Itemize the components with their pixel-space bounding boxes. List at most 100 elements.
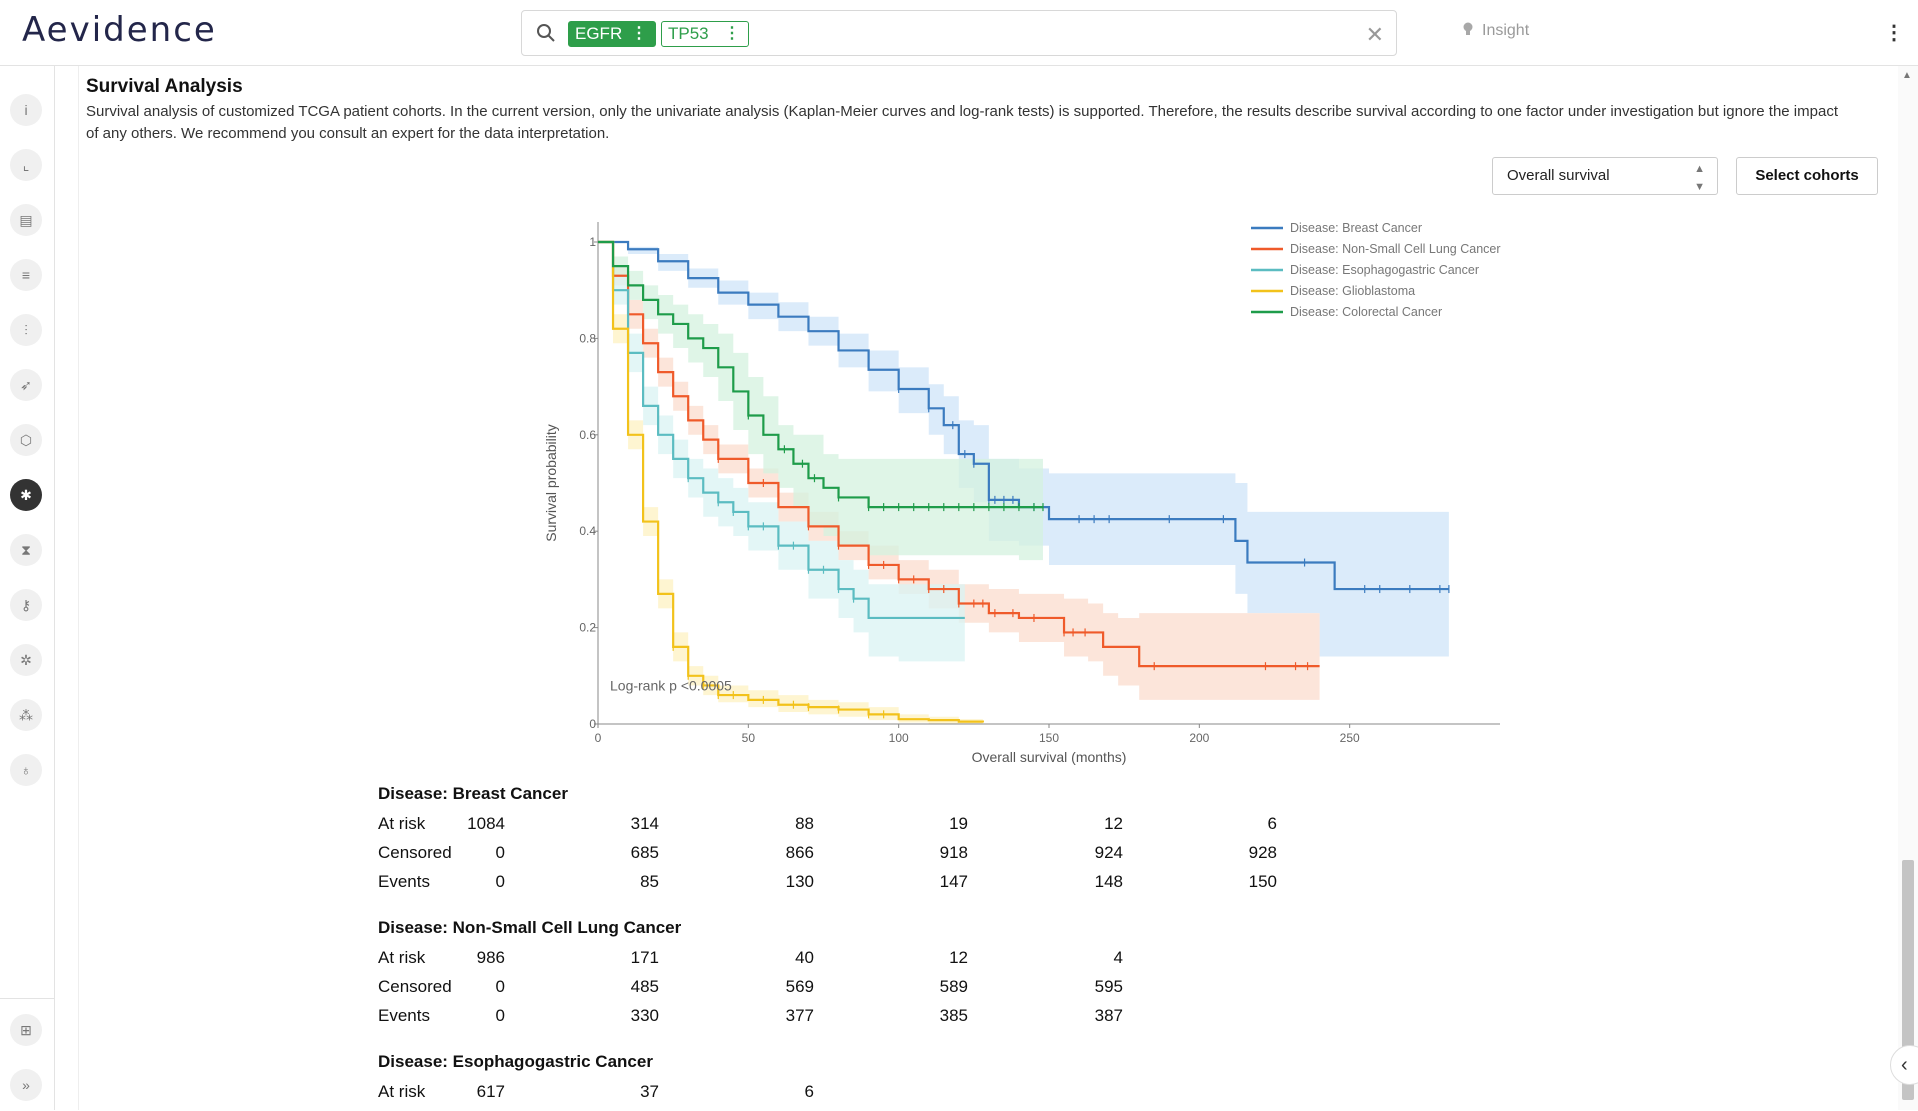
risk-cell: 130 — [785, 872, 814, 891]
x-tick-label: 50 — [742, 731, 756, 745]
risk-cell: 924 — [1094, 843, 1123, 862]
insight-label: Insight — [1482, 22, 1530, 39]
expand-icon[interactable]: » — [10, 1069, 42, 1101]
risk-table-row: Censored 0 685 866 918 924 928 — [378, 843, 1378, 872]
scrollbar[interactable]: ▲ — [1898, 66, 1918, 1110]
bulb-icon[interactable]: ♁ — [10, 754, 42, 786]
risk-table-title: Disease: Esophagogastric Cancer — [378, 1052, 653, 1071]
chevron-left-icon[interactable]: ‹ — [1890, 1045, 1918, 1085]
more-menu-icon[interactable]: ⋮ — [1884, 22, 1904, 44]
scroll-thumb[interactable] — [1902, 860, 1914, 1100]
y-tick-label: 1 — [589, 235, 596, 249]
risk-cell: 0 — [495, 872, 505, 891]
risk-cell: 928 — [1248, 843, 1277, 862]
sort-arrows-icon: ▲ ▼ — [1694, 163, 1705, 193]
y-tick-label: 0.6 — [579, 428, 596, 442]
survival-type-select[interactable]: Overall survival ▲ ▼ — [1492, 157, 1718, 195]
risk-row-label: Censored — [378, 843, 452, 862]
risk-row-label: Events — [378, 1006, 430, 1025]
gear-icon[interactable]: ✲ — [10, 644, 42, 676]
legend-label: Disease: Breast Cancer — [1290, 221, 1422, 235]
risk-cell: 4 — [1113, 948, 1123, 967]
search-box[interactable]: EGFR ⋮ TP53 ⋮ ✕ — [521, 10, 1397, 56]
risk-table-row: At risk 986 171 40 12 4 — [378, 948, 1378, 977]
risk-cell: 148 — [1094, 872, 1123, 891]
select-value: Overall survival — [1507, 167, 1610, 184]
risk-cell: 918 — [939, 843, 968, 862]
risk-cell: 0 — [495, 977, 505, 996]
risk-table: Disease: Breast Cancer At risk 1084 314 88 19… — [378, 784, 1378, 901]
y-tick-label: 0 — [589, 717, 596, 731]
info-icon[interactable]: i — [10, 94, 42, 126]
x-tick-label: 0 — [595, 731, 602, 745]
risk-cell: 1084 — [467, 814, 505, 833]
gene-tag-egfr[interactable]: EGFR ⋮ — [568, 21, 656, 47]
x-tick-label: 250 — [1340, 731, 1360, 745]
risk-table-title: Disease: Breast Cancer — [378, 784, 568, 803]
tag-menu-icon[interactable]: ⋮ — [724, 25, 740, 42]
hourglass-icon[interactable]: ⧗ — [10, 534, 42, 566]
x-tick-label: 100 — [889, 731, 909, 745]
select-cohorts-button[interactable]: Select cohorts — [1736, 157, 1878, 195]
search-icon — [537, 24, 555, 42]
align-icon[interactable]: ≡ — [10, 259, 42, 291]
section-description: Survival analysis of customized TCGA pat… — [86, 103, 1838, 142]
risk-cell: 37 — [640, 1082, 659, 1101]
risk-cell: 569 — [785, 977, 814, 996]
risk-cell: 150 — [1248, 872, 1277, 891]
shapes-icon[interactable]: ⁂ — [10, 699, 42, 731]
legend-label: Disease: Colorectal Cancer — [1290, 305, 1442, 319]
risk-cell: 617 — [476, 1082, 505, 1101]
sliders-icon[interactable]: ⫶ — [10, 314, 42, 346]
risk-cell: 589 — [939, 977, 968, 996]
risk-cell: 485 — [630, 977, 659, 996]
risk-row-label: At risk — [378, 948, 426, 967]
ci-band-2 — [598, 242, 965, 662]
grid-icon[interactable]: ⊞ — [10, 1014, 42, 1046]
scroll-up-icon[interactable]: ▲ — [1902, 70, 1912, 81]
gene-tag-tp53[interactable]: TP53 ⋮ — [661, 21, 749, 47]
top-bar: Aevidence EGFR ⋮ TP53 ⋮ ✕ Insight ⋮ — [0, 0, 1918, 66]
puzzle-icon[interactable]: ✱ — [10, 479, 42, 511]
risk-cell: 387 — [1094, 1006, 1123, 1025]
gene-tag-label: TP53 — [668, 24, 709, 43]
ci-band-0 — [598, 242, 1449, 657]
risk-row-label: At risk — [378, 1082, 426, 1101]
close-icon[interactable]: ✕ — [1365, 22, 1384, 47]
series-line-0 — [598, 240, 1449, 591]
legend-label: Disease: Esophagogastric Cancer — [1290, 263, 1479, 277]
risk-cell: 0 — [495, 1006, 505, 1025]
risk-cell: 330 — [630, 1006, 659, 1025]
rocket-icon[interactable]: ➶ — [10, 369, 42, 401]
key-icon[interactable]: ⚷ — [10, 589, 42, 621]
bulb-icon — [1463, 22, 1473, 35]
risk-cell: 40 — [795, 948, 814, 967]
risk-cell: 385 — [939, 1006, 968, 1025]
main-content — [78, 66, 1900, 1110]
x-tick-label: 150 — [1039, 731, 1059, 745]
risk-cell: 377 — [785, 1006, 814, 1025]
hexagon-icon[interactable]: ⬡ — [10, 424, 42, 456]
risk-row-label: Censored — [378, 977, 452, 996]
risk-table-row: Censored 0 485 569 589 595 — [378, 977, 1378, 1006]
ci-band-4 — [598, 242, 1043, 561]
risk-table: Disease: Non-Small Cell Lung Cancer At ri… — [378, 918, 1378, 1035]
risk-cell: 147 — [939, 872, 968, 891]
chart-icon[interactable]: ⌞ — [10, 149, 42, 181]
risk-cell: 595 — [1094, 977, 1123, 996]
risk-cell: 171 — [630, 948, 659, 967]
insight-button[interactable]: Insight — [1462, 22, 1529, 40]
y-tick-label: 0.2 — [579, 621, 596, 635]
tag-menu-icon[interactable]: ⋮ — [631, 25, 647, 42]
risk-table-title: Disease: Non-Small Cell Lung Cancer — [378, 918, 682, 937]
survival-chart: 0 50 100 150 200 250 0 0.2 0.4 0.6 0.8 1 Overall sur… — [543, 221, 1501, 765]
y-tick-label: 0.4 — [579, 524, 596, 538]
series-line-3 — [598, 240, 984, 723]
risk-cell: 314 — [630, 814, 659, 833]
book-icon[interactable]: ▤ — [10, 204, 42, 236]
risk-cell: 19 — [949, 814, 968, 833]
risk-cell: 6 — [804, 1082, 814, 1101]
risk-cell: 12 — [1104, 814, 1123, 833]
app-logo[interactable]: Aevidence — [22, 10, 217, 50]
risk-cell: 986 — [476, 948, 505, 967]
